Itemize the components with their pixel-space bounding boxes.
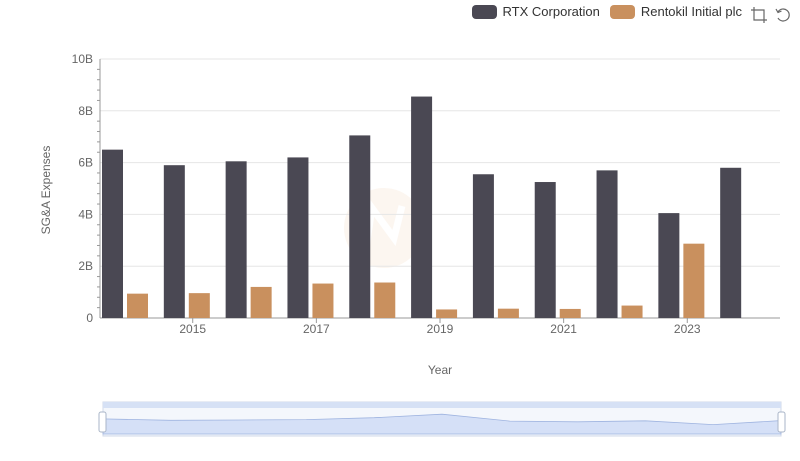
legend-label-rentokil: Rentokil Initial plc	[640, 4, 742, 19]
x-tick-label: 2017	[303, 322, 330, 336]
bar-rtx-2014[interactable]	[102, 149, 123, 318]
bar-rtx-2017[interactable]	[287, 157, 309, 318]
bar-rtx-2019[interactable]	[411, 96, 433, 319]
y-tick-label: 8B	[78, 104, 93, 118]
bar-rentokil-2017[interactable]	[312, 283, 334, 318]
y-tick-label: 6B	[78, 156, 93, 170]
legend-swatch-rentokil	[609, 4, 635, 19]
slider-preview-area	[102, 413, 782, 435]
bar-rtx-2023[interactable]	[658, 213, 680, 318]
legend-swatch-rtx	[471, 4, 497, 19]
legend-item-rtx[interactable]: RTX Corporation	[471, 4, 600, 19]
x-tick-label: 2023	[674, 322, 701, 336]
bar-rentokil-2019[interactable]	[436, 309, 458, 318]
slider-left-handle[interactable]	[98, 411, 107, 433]
bar-rtx-2021[interactable]	[534, 182, 556, 318]
bar-rtx-2020[interactable]	[472, 174, 494, 318]
slider-right-handle[interactable]	[777, 411, 786, 433]
chart-toolbar	[750, 6, 792, 24]
x-tick-label: 2021	[550, 322, 577, 336]
data-zoom-slider[interactable]	[98, 401, 786, 437]
bar-rtx-2024[interactable]	[720, 167, 742, 318]
bar-rentokil-2018[interactable]	[374, 282, 396, 318]
bar-rentokil-2020[interactable]	[497, 308, 519, 318]
y-tick-label: 4B	[78, 207, 93, 221]
bar-rtx-2015[interactable]	[163, 165, 185, 318]
bar-rtx-2022[interactable]	[596, 170, 618, 318]
slider-top-bar[interactable]	[103, 402, 781, 408]
y-axis-title: SG&A Expenses	[39, 146, 53, 235]
y-tick-label: 10B	[72, 52, 93, 66]
bar-rentokil-2016[interactable]	[250, 286, 272, 318]
restore-icon[interactable]	[774, 6, 792, 24]
legend-item-rentokil[interactable]: Rentokil Initial plc	[609, 4, 742, 19]
bar-rentokil-2015[interactable]	[188, 293, 210, 318]
zoom-select-icon[interactable]	[750, 6, 768, 24]
bar-rentokil-2022[interactable]	[621, 305, 643, 318]
x-tick-label: 2015	[179, 322, 206, 336]
legend: RTX Corporation Rentokil Initial plc	[471, 4, 742, 19]
y-tick-label: 0	[86, 311, 93, 325]
bar-rentokil-2023[interactable]	[683, 243, 705, 318]
y-tick-label: 2B	[78, 259, 93, 273]
bar-rtx-2016[interactable]	[225, 161, 247, 318]
x-axis-title: Year	[428, 363, 452, 377]
legend-label-rtx: RTX Corporation	[502, 4, 600, 19]
x-tick-label: 2019	[427, 322, 454, 336]
bar-rentokil-2014[interactable]	[127, 293, 148, 318]
bar-rtx-2018[interactable]	[349, 135, 371, 318]
bar-rentokil-2021[interactable]	[559, 308, 581, 318]
